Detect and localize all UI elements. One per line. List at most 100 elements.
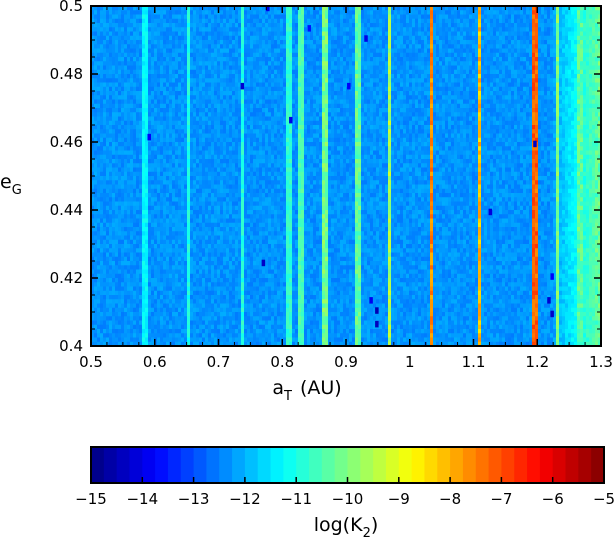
heatmap-cell	[136, 159, 140, 164]
heatmap-cell	[142, 269, 146, 275]
heatmap-cell	[217, 27, 221, 33]
heatmap-cell	[133, 312, 137, 317]
heatmap-cell	[169, 14, 173, 20]
heatmap-cell	[130, 142, 134, 147]
heatmap-cell	[241, 10, 245, 16]
heatmap-cell	[154, 312, 158, 317]
heatmap-cell	[106, 184, 110, 190]
heatmap-cell	[103, 329, 107, 334]
heatmap-cell	[139, 282, 143, 288]
heatmap-cell	[199, 303, 203, 309]
heatmap-cell	[148, 14, 152, 20]
heatmap-cell	[208, 35, 212, 41]
heatmap-cell	[196, 103, 200, 109]
heatmap-cell	[232, 150, 236, 156]
heatmap-cell	[181, 197, 185, 203]
heatmap-cell	[178, 18, 182, 24]
heatmap-cell	[112, 214, 116, 220]
heatmap-cell	[151, 273, 155, 279]
heatmap-cell	[190, 18, 194, 24]
heatmap-cell	[214, 82, 218, 88]
heatmap-cell	[139, 205, 143, 211]
heatmap-cell	[205, 108, 209, 113]
heatmap-cell	[145, 61, 149, 67]
heatmap-cell	[157, 6, 161, 11]
heatmap-cell	[226, 65, 230, 71]
heatmap-cell	[169, 324, 173, 330]
heatmap-cell	[139, 133, 143, 139]
heatmap-cell	[148, 167, 152, 173]
heatmap-cell	[166, 329, 170, 334]
heatmap-cell	[121, 120, 125, 126]
heatmap-cell	[235, 35, 239, 41]
heatmap-cell	[208, 218, 212, 224]
heatmap-cell	[112, 341, 116, 346]
heatmap-cell	[178, 10, 182, 16]
heatmap-cell	[205, 35, 209, 41]
heatmap-cell	[238, 231, 242, 237]
heatmap-cell	[181, 235, 185, 241]
heatmap-cell	[103, 197, 107, 203]
heatmap-cell	[103, 231, 107, 237]
heatmap-cell	[217, 278, 221, 283]
heatmap-cell	[136, 214, 140, 220]
heatmap-cell	[208, 337, 212, 343]
heatmap-cell	[196, 205, 200, 211]
heatmap-cell	[199, 286, 203, 292]
heatmap-cell	[172, 78, 176, 84]
heatmap-cell	[148, 239, 152, 245]
heatmap-cell	[154, 65, 158, 71]
heatmap-cell	[100, 197, 104, 203]
heatmap-cell	[148, 108, 152, 113]
heatmap-cell	[214, 222, 218, 228]
heatmap-cell	[157, 278, 161, 283]
heatmap-cell	[118, 154, 122, 160]
heatmap-cell	[229, 341, 233, 346]
heatmap-cell	[130, 86, 134, 92]
heatmap-cell	[91, 74, 95, 79]
heatmap-cell	[91, 69, 95, 75]
heatmap-cell	[157, 231, 161, 237]
heatmap-cell	[223, 188, 227, 194]
heatmap-cell	[136, 180, 140, 186]
heatmap-cell	[211, 265, 215, 271]
heatmap-cell	[97, 95, 101, 101]
heatmap-cell	[229, 57, 233, 62]
heatmap-cell	[208, 261, 212, 266]
heatmap-cell	[172, 82, 176, 88]
heatmap-cell	[139, 273, 143, 279]
heatmap-cell	[142, 299, 146, 305]
heatmap-cell	[133, 61, 137, 67]
heatmap-cell	[124, 116, 128, 122]
heatmap-cell	[103, 108, 107, 113]
heatmap-cell	[169, 176, 173, 181]
heatmap-cell	[208, 6, 212, 11]
heatmap-cell	[193, 112, 197, 118]
heatmap-cell	[160, 65, 164, 71]
heatmap-cell	[118, 286, 122, 292]
heatmap-cell	[166, 27, 170, 33]
heatmap-cell	[100, 341, 104, 346]
heatmap-cell	[121, 40, 125, 45]
heatmap-cell	[112, 40, 116, 45]
heatmap-cell	[124, 316, 128, 322]
heatmap-cell	[130, 137, 134, 143]
heatmap-cell	[148, 129, 152, 135]
heatmap-cell	[103, 146, 107, 152]
heatmap-cell	[226, 95, 230, 101]
heatmap-cell	[235, 163, 239, 169]
heatmap-cell	[202, 282, 206, 288]
heatmap-cell	[91, 273, 95, 279]
heatmap-cell	[106, 52, 110, 58]
heatmap-cell	[175, 10, 179, 16]
heatmap-cell	[121, 95, 125, 101]
heatmap-cell	[157, 86, 161, 92]
heatmap-cell	[199, 218, 203, 224]
heatmap-cell	[115, 299, 119, 305]
heatmap-cell	[91, 108, 95, 113]
heatmap-cell	[127, 303, 131, 309]
heatmap-cell	[139, 316, 143, 322]
heatmap-cell	[196, 290, 200, 296]
heatmap-cell	[166, 316, 170, 322]
heatmap-cell	[229, 150, 233, 156]
